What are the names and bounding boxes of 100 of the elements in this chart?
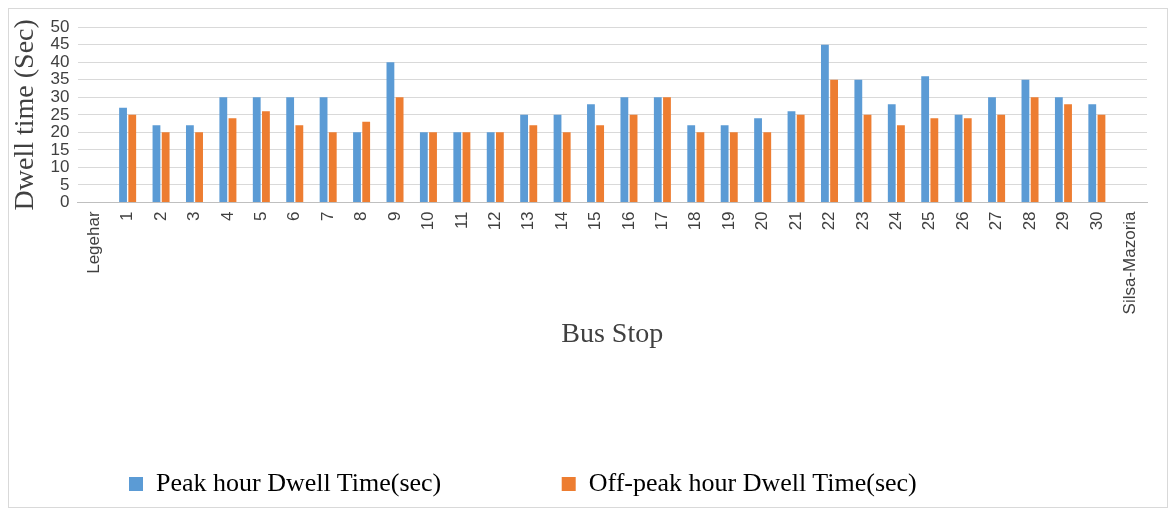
bar [529, 125, 538, 202]
bar [286, 97, 295, 202]
x-tick-label: 1 [117, 211, 137, 221]
y-tick-label: 50 [50, 16, 70, 36]
x-tick-label: 17 [652, 211, 672, 231]
bar [854, 79, 863, 202]
bar [319, 97, 328, 202]
x-tick-label: 2 [150, 211, 170, 221]
x-tick-label: 12 [484, 211, 504, 231]
x-tick-label: 4 [217, 211, 237, 221]
x-tick-label: 22 [819, 211, 839, 231]
x-tick-label: 20 [752, 211, 772, 231]
bar [486, 132, 495, 202]
bar [462, 132, 471, 202]
bar [754, 118, 762, 202]
x-tick-label: 28 [1019, 211, 1039, 231]
x-tick-label: 24 [886, 211, 906, 231]
bar [1064, 104, 1072, 202]
bar [921, 76, 930, 202]
bar [997, 114, 1006, 202]
x-tick-label: 14 [551, 211, 571, 231]
x-tick-label: 13 [518, 211, 538, 231]
bar [687, 125, 696, 202]
bar [453, 132, 462, 202]
bar [219, 97, 228, 202]
x-tick-label: 3 [184, 211, 204, 221]
bar [419, 132, 428, 202]
bar [119, 107, 127, 202]
bar [1054, 97, 1063, 202]
y-tick-label: 20 [50, 122, 70, 142]
bar [696, 132, 705, 202]
y-tick-label: 5 [60, 174, 70, 194]
bar [295, 125, 304, 202]
bar [830, 79, 838, 202]
x-tick-label: 26 [952, 211, 972, 231]
bar [195, 132, 203, 202]
bar [362, 121, 371, 202]
x-tick-label: Silsa-Mazoria [1119, 210, 1139, 315]
x-tick-label: 10 [418, 211, 438, 231]
bar [495, 132, 504, 202]
bar [963, 118, 972, 202]
bar [429, 132, 437, 202]
bar [1021, 79, 1030, 202]
y-tick-label: 25 [50, 104, 70, 124]
x-tick-label: 15 [585, 211, 605, 231]
bar [587, 104, 595, 202]
legend-label: Off-peak hour Dwell Time(sec) [588, 467, 917, 497]
x-tick-label: 21 [785, 211, 805, 231]
y-tick-label: 15 [50, 139, 70, 159]
bar [152, 125, 161, 202]
bar [729, 132, 738, 202]
bar [663, 97, 671, 202]
x-tick-label: 19 [718, 211, 738, 231]
bar [228, 118, 237, 202]
bar [328, 132, 337, 202]
x-tick-label: Legehar [83, 211, 103, 274]
bar [262, 111, 270, 202]
x-tick-label: 23 [852, 211, 872, 231]
bar [185, 125, 194, 202]
bar [386, 62, 395, 202]
x-tick-label: 27 [986, 211, 1006, 231]
bar [988, 97, 996, 202]
legend-label: Peak hour Dwell Time(sec) [156, 467, 442, 497]
bar [520, 114, 529, 202]
x-tick-label: 8 [351, 211, 371, 221]
bar [820, 44, 829, 202]
bar [1030, 97, 1039, 202]
y-tick-label: 10 [50, 157, 70, 177]
bar [353, 132, 361, 202]
bar [897, 125, 905, 202]
y-tick-label: 30 [50, 86, 70, 106]
y-tick-label: 35 [50, 69, 70, 89]
bar [128, 114, 137, 202]
x-tick-label: 18 [685, 211, 705, 231]
bar [787, 111, 796, 202]
x-axis-title: Bus Stop [561, 316, 664, 348]
bar [1088, 104, 1097, 202]
x-tick-label: 30 [1086, 211, 1106, 231]
x-tick-label: 7 [317, 211, 337, 221]
x-tick-label: 11 [451, 211, 471, 230]
x-tick-label: 6 [284, 211, 304, 221]
y-tick-label: 0 [60, 192, 70, 212]
bar [620, 97, 629, 202]
bar [653, 97, 662, 202]
x-tick-label: 5 [251, 211, 271, 221]
x-tick-label: 29 [1053, 211, 1073, 231]
bar [161, 132, 170, 202]
bar [562, 132, 571, 202]
bar [596, 125, 605, 202]
bar [395, 97, 404, 202]
bar [763, 132, 772, 202]
bar [252, 97, 261, 202]
bar [720, 125, 729, 202]
x-tick-label: 25 [919, 211, 939, 231]
x-tick-label: 9 [384, 211, 404, 221]
bar [796, 114, 805, 202]
y-tick-label: 45 [50, 34, 70, 54]
y-axis-title: Dwell time (Sec) [8, 19, 40, 211]
bar [930, 118, 939, 202]
y-tick-label: 40 [50, 51, 70, 71]
